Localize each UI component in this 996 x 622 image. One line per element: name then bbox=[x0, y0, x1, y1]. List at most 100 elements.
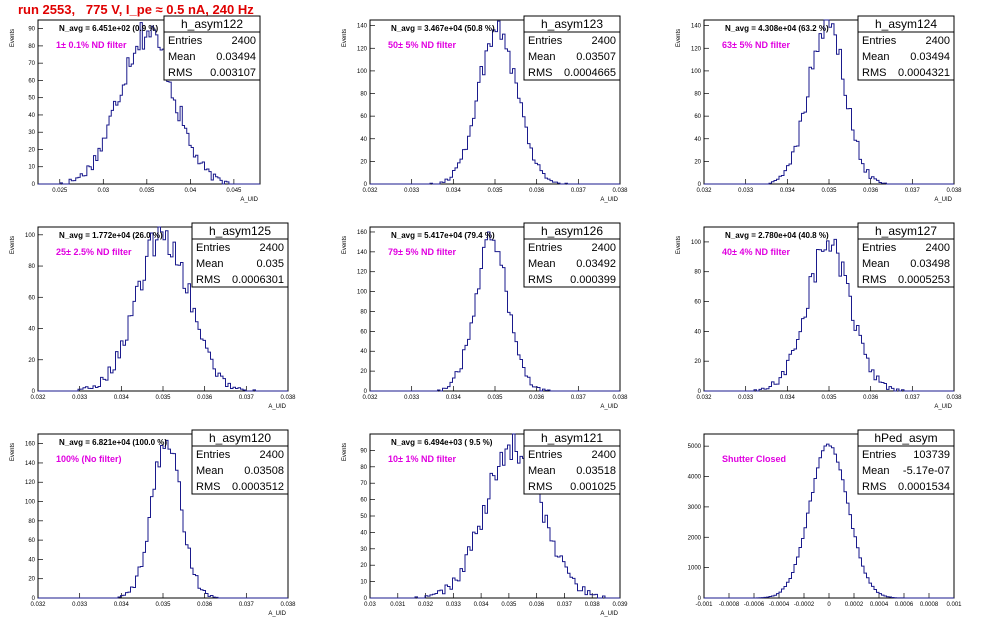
stats-rms-value: 0.001025 bbox=[570, 481, 616, 493]
stats-entries-label: Entries bbox=[528, 449, 563, 461]
y-axis-label: Events bbox=[10, 443, 16, 461]
navg-annotation: N_avg = 3.467e+04 (50.8 %) bbox=[391, 24, 495, 33]
histogram-panel-h_asym126: 0.032 0.033 0.034 0.035 0.036 0.037 0.038 0 20 40… bbox=[342, 222, 628, 410]
y-tick-label: 100 bbox=[691, 240, 702, 246]
x-tick-label: 0.033 bbox=[404, 395, 420, 401]
x-axis-label: A_UID bbox=[600, 197, 618, 203]
y-axis-label: Events bbox=[342, 443, 348, 461]
stats-box: h_asym122 Entries 2400 Mean 0.03494 RMS 0.0031… bbox=[163, 15, 261, 81]
stats-box: h_asym125 Entries 2400 Mean 0.035 RMS 0.000630… bbox=[191, 222, 289, 288]
stats-mean-label: Mean bbox=[196, 465, 224, 477]
stats-mean-value: 0.035 bbox=[256, 258, 284, 270]
stats-rms-value: 0.0001534 bbox=[898, 481, 950, 493]
x-axis-label: A_UID bbox=[600, 611, 618, 617]
y-tick-label: 40 bbox=[360, 137, 367, 143]
x-tick-label: -0.0002 bbox=[794, 602, 815, 608]
histogram-panel-h_asym124: 0.032 0.033 0.034 0.035 0.036 0.037 0.038 0 20 40… bbox=[676, 15, 962, 203]
y-tick-label: 140 bbox=[691, 24, 702, 30]
y-tick-label: 0 bbox=[364, 596, 368, 602]
y-tick-label: 100 bbox=[25, 233, 36, 239]
stats-entries-label: Entries bbox=[528, 242, 563, 254]
x-tick-label: 0.038 bbox=[280, 395, 296, 401]
y-tick-label: 160 bbox=[357, 230, 368, 236]
x-tick-label: 0.036 bbox=[529, 602, 545, 608]
x-tick-label: 0.0004 bbox=[870, 602, 889, 608]
y-axis-label: Events bbox=[676, 29, 682, 47]
stats-entries-value: 103739 bbox=[913, 449, 950, 461]
x-tick-label: 0.036 bbox=[197, 602, 213, 608]
y-tick-label: 90 bbox=[360, 448, 367, 454]
y-tick-label: 10 bbox=[28, 165, 35, 171]
x-tick-label: 0.034 bbox=[474, 602, 490, 608]
navg-annotation: N_avg = 6.821e+04 (100.0 %) bbox=[59, 438, 167, 447]
navg-annotation: N_avg = 6.494e+03 ( 9.5 %) bbox=[391, 438, 493, 447]
x-tick-label: 0.037 bbox=[557, 602, 573, 608]
stats-rms-label: RMS bbox=[528, 67, 552, 79]
x-tick-label: 0.025 bbox=[52, 188, 68, 194]
x-tick-label: 0.038 bbox=[585, 602, 601, 608]
x-tick-label: 0.033 bbox=[72, 395, 88, 401]
y-axis-label: Events bbox=[342, 236, 348, 254]
stats-rms-label: RMS bbox=[168, 67, 192, 79]
x-tick-label: 0.035 bbox=[155, 395, 171, 401]
stats-box-frame bbox=[857, 15, 955, 81]
x-tick-label: 0.037 bbox=[905, 188, 921, 194]
y-tick-label: 60 bbox=[360, 329, 367, 335]
y-axis-label: Events bbox=[10, 29, 16, 47]
stats-box-title: hPed_asym bbox=[874, 431, 937, 445]
stats-mean-value: 0.03508 bbox=[244, 465, 284, 477]
stats-box-frame bbox=[191, 222, 289, 288]
histogram-panel-h_asym120: 0.032 0.033 0.034 0.035 0.036 0.037 0.038 0 20 40… bbox=[10, 429, 296, 617]
y-axis-label: Events bbox=[676, 236, 682, 254]
stats-box-frame bbox=[163, 15, 261, 81]
x-tick-label: 0.0002 bbox=[845, 602, 864, 608]
y-tick-label: 90 bbox=[28, 27, 35, 33]
navg-annotation: N_avg = 1.772e+04 (26.0 %) bbox=[59, 231, 163, 240]
stats-entries-label: Entries bbox=[528, 35, 563, 47]
histogram-panel-h_asym127: 0.032 0.033 0.034 0.035 0.036 0.037 0.038 0 20 40… bbox=[676, 222, 962, 410]
stats-box: h_asym124 Entries 2400 Mean 0.03494 RMS 0.0004… bbox=[857, 15, 955, 81]
stats-box-title: h_asym121 bbox=[541, 431, 603, 445]
plot-frame bbox=[369, 226, 621, 392]
stats-mean-value: 0.03494 bbox=[216, 51, 256, 63]
stats-rms-label: RMS bbox=[862, 481, 886, 493]
y-tick-label: 20 bbox=[360, 159, 367, 165]
y-tick-label: 0 bbox=[364, 182, 368, 188]
x-tick-label: 0.034 bbox=[446, 395, 462, 401]
stats-mean-label: Mean bbox=[862, 258, 890, 270]
stats-mean-value: 0.03507 bbox=[576, 51, 616, 63]
filter-annotation: Shutter Closed bbox=[722, 454, 786, 464]
y-tick-label: 140 bbox=[25, 461, 36, 467]
x-axis-label: A_UID bbox=[934, 404, 952, 410]
stats-rms-label: RMS bbox=[862, 274, 886, 286]
y-tick-label: 100 bbox=[691, 69, 702, 75]
x-tick-label: 0.035 bbox=[139, 188, 155, 194]
y-tick-label: 50 bbox=[360, 514, 367, 520]
y-tick-label: 4000 bbox=[688, 475, 702, 481]
stats-rms-value: 0.0005253 bbox=[898, 274, 950, 286]
y-tick-label: 0 bbox=[698, 182, 702, 188]
y-tick-label: 40 bbox=[28, 327, 35, 333]
stats-box-title: h_asym122 bbox=[181, 17, 243, 31]
x-tick-label: 0.033 bbox=[446, 602, 462, 608]
x-tick-label: 0.0006 bbox=[895, 602, 914, 608]
x-tick-label: -0.001 bbox=[695, 602, 713, 608]
x-tick-label: 0.034 bbox=[114, 395, 130, 401]
histogram-line bbox=[38, 439, 288, 599]
x-tick-label: 0.034 bbox=[780, 188, 796, 194]
x-tick-label: 0.032 bbox=[696, 188, 712, 194]
y-tick-label: 120 bbox=[357, 270, 368, 276]
stats-box: h_asym121 Entries 2400 Mean 0.03518 RMS 0.0010… bbox=[523, 429, 621, 495]
x-tick-label: 0.037 bbox=[571, 188, 587, 194]
navg-annotation: N_avg = 5.417e+04 (79.4 %) bbox=[391, 231, 495, 240]
x-tick-label: -0.0004 bbox=[769, 602, 790, 608]
stats-mean-value: 0.03498 bbox=[910, 258, 950, 270]
y-tick-label: 40 bbox=[28, 557, 35, 563]
y-axis-label: Events bbox=[10, 236, 16, 254]
navg-annotation: N_avg = 4.308e+04 (63.2 %) bbox=[725, 24, 829, 33]
x-tick-label: 0.001 bbox=[946, 602, 962, 608]
y-tick-label: 2000 bbox=[688, 535, 702, 541]
y-tick-label: 80 bbox=[360, 92, 367, 98]
x-tick-label: 0.036 bbox=[863, 395, 879, 401]
